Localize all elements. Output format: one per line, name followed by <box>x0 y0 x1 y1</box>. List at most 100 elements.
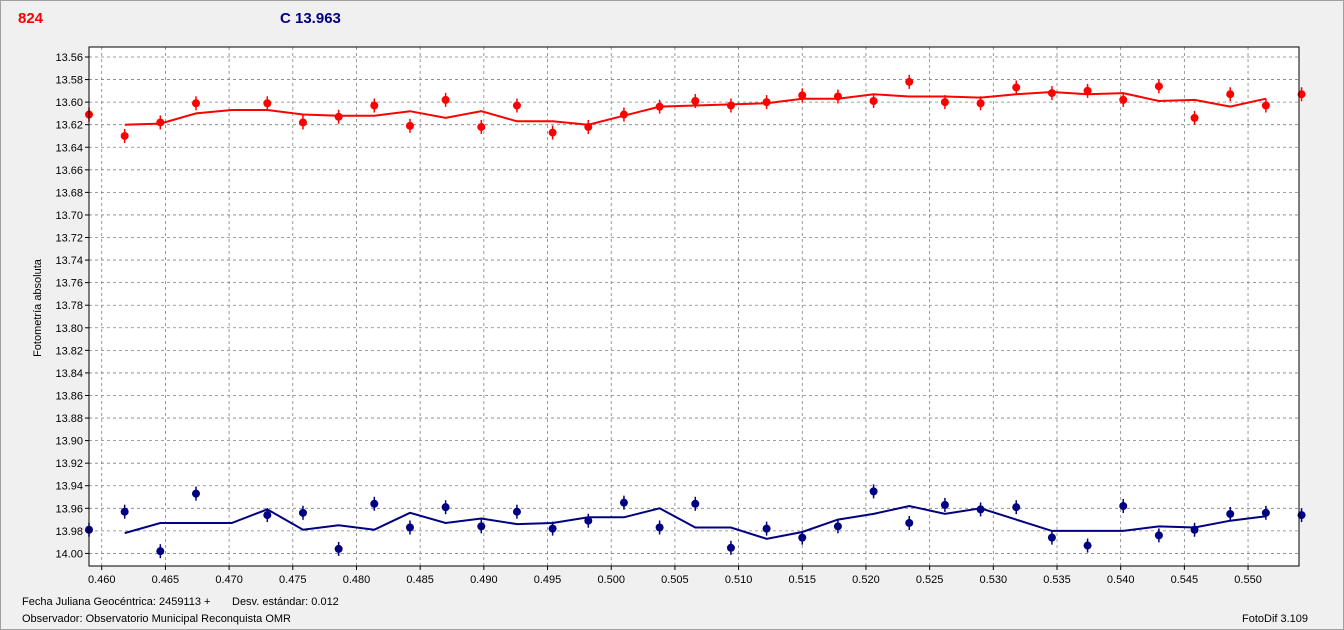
x-tick-label: 0.545 <box>1171 574 1199 586</box>
data-point <box>477 122 486 131</box>
std-dev-label: Desv. estándar: 0.012 <box>232 596 339 608</box>
grid <box>89 47 1299 566</box>
data-point <box>726 101 735 110</box>
x-tick-label: 0.510 <box>725 574 753 586</box>
y-tick-label: 13.76 <box>55 278 83 290</box>
data-point <box>619 110 628 119</box>
data-point <box>1154 82 1163 91</box>
data-point <box>1154 531 1163 540</box>
data-point <box>1190 113 1199 122</box>
x-tick-label: 0.525 <box>916 574 944 586</box>
data-point <box>1226 90 1235 99</box>
y-tick-label: 13.68 <box>55 187 83 199</box>
data-point <box>370 101 379 110</box>
x-tick-label: 0.490 <box>470 574 498 586</box>
tick-labels: 13.56 13.58 13.60 13.62 13.64 13.66 13.68 13.70… <box>55 52 1261 586</box>
data-point <box>976 505 985 514</box>
data-point <box>726 543 735 552</box>
y-tick-label: 13.88 <box>55 413 83 425</box>
y-tick-label: 13.60 <box>55 97 83 109</box>
data-point <box>334 112 343 121</box>
data-point <box>156 547 165 556</box>
data-point <box>441 503 450 512</box>
comparison-star-label: C 13.963 <box>280 10 341 27</box>
x-tick-label: 0.540 <box>1107 574 1135 586</box>
y-tick-label: 13.84 <box>55 368 83 380</box>
data-point <box>905 77 914 86</box>
data-point <box>120 507 129 516</box>
data-point <box>655 523 664 532</box>
data-point <box>191 99 200 108</box>
data-point <box>156 118 165 127</box>
x-tick-label: 0.505 <box>661 574 689 586</box>
y-tick-label: 13.64 <box>55 142 83 154</box>
data-point <box>940 500 949 509</box>
data-point <box>334 544 343 553</box>
data-point <box>869 97 878 106</box>
y-tick-label: 13.62 <box>55 120 83 132</box>
y-tick-label: 13.66 <box>55 165 83 177</box>
data-point <box>1226 509 1235 518</box>
data-point <box>370 499 379 508</box>
data-point <box>762 98 771 107</box>
y-tick-label: 13.96 <box>55 503 83 515</box>
y-tick-label: 13.90 <box>55 436 83 448</box>
series-comparison <box>85 484 1306 559</box>
data-point <box>1047 533 1056 542</box>
data-point <box>263 511 272 520</box>
x-tick-label: 0.550 <box>1234 574 1262 586</box>
data-point <box>1297 90 1306 99</box>
data-point <box>1083 541 1092 550</box>
data-point <box>298 508 307 517</box>
y-tick-label: 13.82 <box>55 345 83 357</box>
x-tick-label: 0.520 <box>852 574 880 586</box>
y-tick-label: 13.94 <box>55 481 83 493</box>
x-tick-label: 0.535 <box>1043 574 1071 586</box>
data-point <box>1119 502 1128 511</box>
data-point <box>1083 86 1092 95</box>
data-point <box>1119 95 1128 104</box>
data-point <box>691 97 700 106</box>
y-tick-label: 13.78 <box>55 300 83 312</box>
data-point <box>512 101 521 110</box>
data-point <box>905 518 914 527</box>
data-point <box>191 489 200 498</box>
y-tick-label: 13.98 <box>55 526 83 538</box>
data-point <box>833 522 842 531</box>
y-tick-label: 13.74 <box>55 255 83 267</box>
data-point <box>405 121 414 130</box>
data-point <box>298 118 307 127</box>
data-point <box>441 95 450 104</box>
y-tick-label: 14.00 <box>55 548 83 560</box>
julian-date-label: Fecha Juliana Geocéntrica: 2459113 + <box>22 596 211 608</box>
software-version-label: FotoDif 3.109 <box>1242 613 1309 625</box>
data-point <box>833 92 842 101</box>
x-tick-label: 0.475 <box>279 574 307 586</box>
x-tick-label: 0.500 <box>597 574 625 586</box>
data-point <box>798 91 807 100</box>
y-tick-label: 13.58 <box>55 75 83 87</box>
data-point <box>798 533 807 542</box>
data-point <box>512 507 521 516</box>
x-tick-label: 0.515 <box>788 574 816 586</box>
plot-border <box>88 46 1300 567</box>
data-point <box>477 522 486 531</box>
x-tick-label: 0.465 <box>152 574 180 586</box>
data-point <box>584 122 593 131</box>
data-point <box>1261 101 1270 110</box>
data-point <box>691 499 700 508</box>
x-tick-label: 0.480 <box>343 574 371 586</box>
data-point <box>1297 511 1306 520</box>
y-tick-label: 13.70 <box>55 210 83 222</box>
y-tick-label: 13.86 <box>55 390 83 402</box>
data-point <box>405 523 414 532</box>
data-point <box>584 516 593 525</box>
data-point <box>976 99 985 108</box>
data-point <box>548 128 557 137</box>
data-point <box>120 131 129 140</box>
data-point <box>940 98 949 107</box>
trend-line <box>124 504 1267 540</box>
y-tick-label: 13.80 <box>55 323 83 335</box>
plot-area <box>89 47 1299 566</box>
